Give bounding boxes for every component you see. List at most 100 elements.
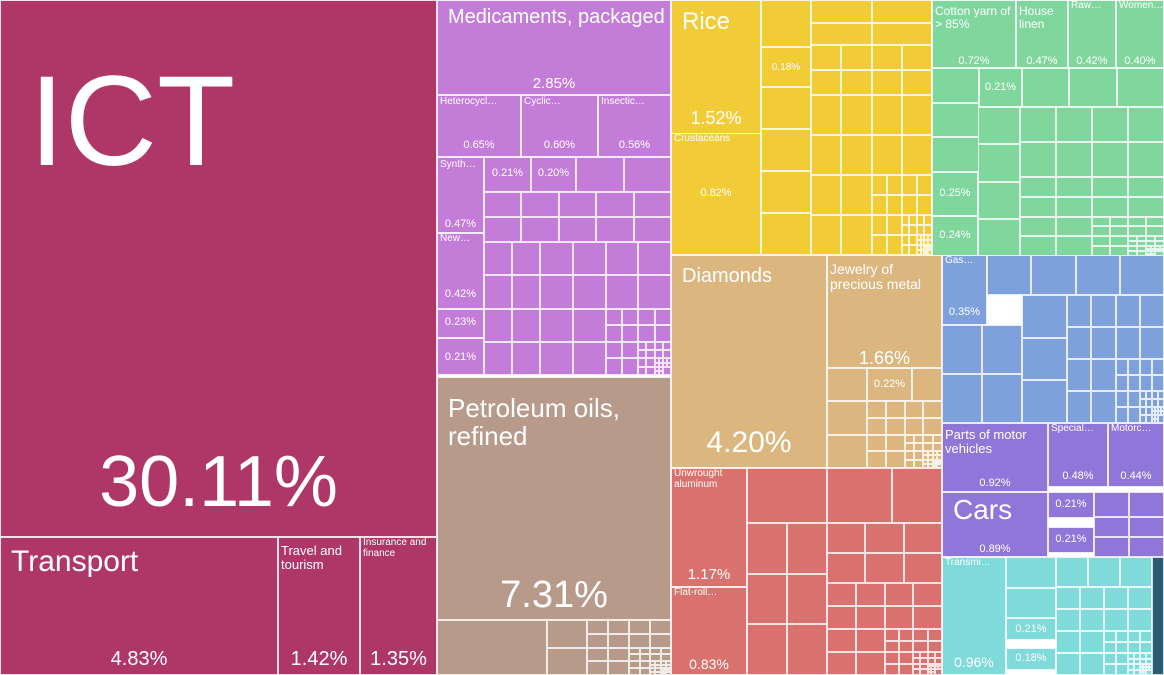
tile-small-product: [1116, 664, 1128, 675]
tile-special: Special… 0.48%: [1048, 423, 1108, 487]
tile-share-0-25: 0.25%: [932, 172, 978, 216]
tile-small-product: [747, 468, 827, 523]
tile-small-product: [811, 175, 842, 215]
tile-small-product: [811, 135, 842, 175]
tile-small-product: [927, 666, 932, 670]
tile-label: Flat-roll…: [674, 587, 718, 598]
tile-small-product: [650, 671, 656, 675]
tile-small-product: [1146, 246, 1151, 249]
tile-small-product: [665, 671, 671, 675]
tile-small-product: [1056, 196, 1092, 217]
tile-small-product: [867, 451, 886, 468]
tile-small-product: [1151, 419, 1155, 423]
tile-value: 0.65%: [463, 139, 495, 151]
tile-small-product: [937, 461, 940, 464]
tile-small-product: [931, 663, 935, 667]
tile-small-product: [1140, 642, 1152, 653]
tile-small-product: [587, 633, 608, 648]
tile-small-product: [841, 95, 872, 135]
tile-small-product: [886, 175, 902, 195]
tile-small-product: [934, 652, 942, 658]
tile-small-product: [540, 242, 573, 276]
tile-label: Jewelry of precious metal: [830, 261, 922, 293]
tile-small-product: [920, 235, 925, 240]
tile-small-product: [934, 465, 938, 468]
tile-small-product: [1139, 359, 1152, 375]
tile-small-product: [1056, 142, 1092, 177]
tile-small-product: [650, 633, 671, 648]
tile-small-product: [654, 362, 659, 367]
tile-small-product: [1151, 407, 1155, 411]
tile-small-product: [638, 366, 647, 375]
tile-small-product: [1160, 411, 1164, 415]
tile-small-product: [1091, 359, 1116, 391]
tile-small-product: [1140, 653, 1146, 659]
tile-unwrought-aluminum: Unwrought aluminum 1.17%: [671, 468, 747, 587]
tile-transport: Transport 4.83%: [0, 537, 278, 675]
tile-small-product: [654, 325, 671, 342]
tile-small-product: [927, 663, 932, 667]
tile-small-product: [668, 669, 671, 672]
tile-small-product: [665, 661, 671, 665]
tile-small-product: [1151, 399, 1158, 407]
tile-small-product: [1104, 653, 1116, 664]
tile-small-product: [924, 247, 927, 250]
tile-small-product: [913, 669, 921, 675]
tile-small-product: [572, 275, 606, 309]
tile-value: 1.66%: [858, 348, 911, 368]
tile-small-product: [761, 87, 811, 129]
tile-value: 0.18%: [771, 62, 801, 73]
tile-small-product: [621, 325, 639, 342]
tile-small-product: [787, 624, 827, 675]
tile-value: 2.85%: [532, 75, 576, 92]
tile-small-product: [655, 664, 661, 669]
tile-value: 1.42%: [290, 648, 348, 670]
tile-small-product: [512, 275, 540, 309]
tile-transmi: Transmi… 0.96%: [942, 557, 1006, 675]
tile-value: 0.23%: [444, 316, 477, 328]
tile-small-product: [761, 0, 811, 47]
tile-small-product: [982, 325, 1022, 374]
tile-value: 0.42%: [1076, 55, 1108, 67]
tile-small-product: [621, 358, 639, 375]
tile-small-product: [885, 451, 905, 468]
tile-small-product: [978, 107, 1020, 145]
tile-small-product: [920, 240, 925, 245]
tile-small-product: [1020, 216, 1056, 237]
tile-travel-and-tourism: Travel and tourism 1.42%: [278, 537, 360, 675]
tile-small-product: [658, 366, 663, 371]
tile-small-product: [1145, 415, 1152, 423]
tile-small-product: [827, 468, 892, 523]
tile-small-product: [1140, 666, 1143, 670]
tile-small-product: [484, 341, 512, 375]
tile-small-product: [1151, 415, 1155, 419]
tile-small-product: [665, 664, 671, 669]
tile-small-product: [650, 664, 656, 669]
tile-small-product: [937, 463, 942, 468]
tile-small-product: [885, 434, 905, 452]
tile-small-product: [1152, 557, 1164, 675]
tile-small-product: [934, 666, 939, 670]
tile-small-product: [1151, 359, 1164, 375]
tile-small-product: [665, 669, 669, 672]
tile-small-product: [1146, 653, 1152, 659]
tile-share-0-18: 0.18%: [1006, 648, 1056, 670]
tile-women: Women… 0.40%: [1116, 0, 1164, 68]
tile-small-product: [1151, 391, 1158, 399]
tile-small-product: [1020, 142, 1056, 177]
tile-label: Special…: [1051, 423, 1094, 434]
tile-small-product: [639, 661, 650, 669]
tile-value: 0.24%: [939, 229, 971, 241]
tile-small-product: [1080, 609, 1104, 631]
tile-small-product: [1145, 407, 1152, 415]
tile-small-product: [884, 606, 914, 629]
tile-value: 0.92%: [979, 477, 1011, 489]
tile-small-product: [841, 215, 872, 255]
tile-small-product: [1145, 391, 1152, 399]
tile-small-product: [1146, 241, 1155, 247]
tile-small-product: [1128, 216, 1146, 227]
tile-small-product: [811, 70, 842, 95]
tile-small-product: [484, 217, 522, 242]
tile-small-product: [587, 620, 608, 634]
tile-small-product: [512, 341, 540, 375]
